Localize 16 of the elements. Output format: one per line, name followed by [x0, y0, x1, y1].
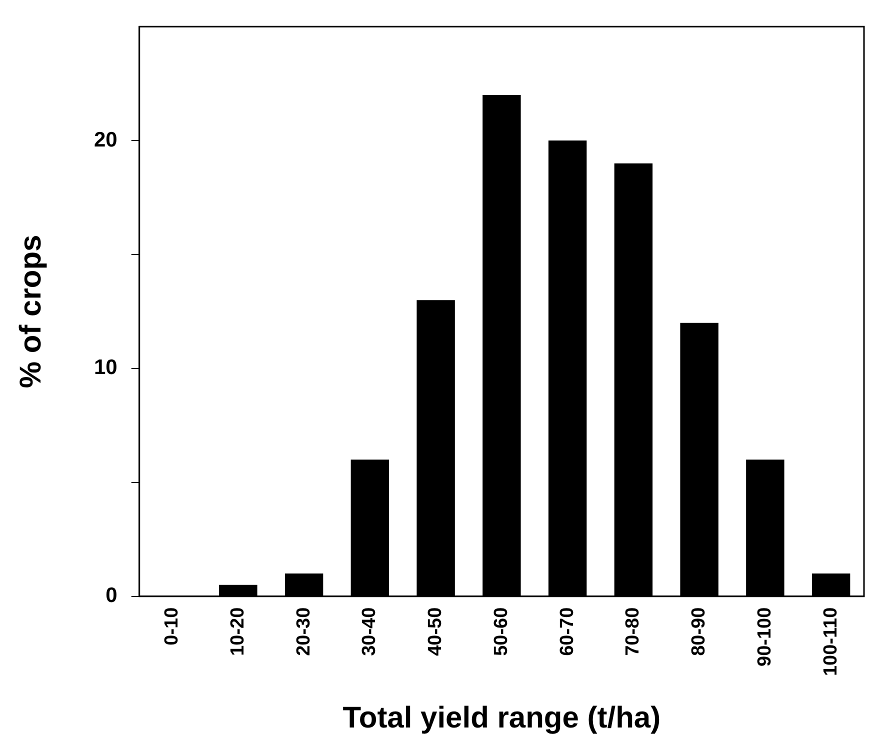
- y-axis-title: % of crops: [14, 234, 48, 388]
- x-tick-label: 40-50: [425, 607, 446, 656]
- x-tick-label: 50-60: [490, 607, 512, 656]
- x-tick-label: 60-70: [556, 607, 578, 656]
- x-tick-label: 30-40: [359, 607, 380, 656]
- x-tick-label: 10-20: [227, 607, 248, 656]
- x-tick-label: 70-80: [622, 607, 644, 656]
- x-tick-label: 80-90: [688, 607, 710, 656]
- x-tick-label: 100-110: [820, 607, 842, 676]
- y-tick-label: 10: [94, 356, 118, 380]
- x-tick-label: 90-100: [754, 607, 776, 666]
- y-tick-label: 20: [94, 128, 118, 152]
- x-tick-label: 20-30: [293, 607, 314, 656]
- x-tick-label: 0-10: [162, 607, 183, 646]
- x-axis-title: Total yield range (t/ha): [342, 701, 661, 734]
- y-tick-label: 0: [106, 584, 118, 608]
